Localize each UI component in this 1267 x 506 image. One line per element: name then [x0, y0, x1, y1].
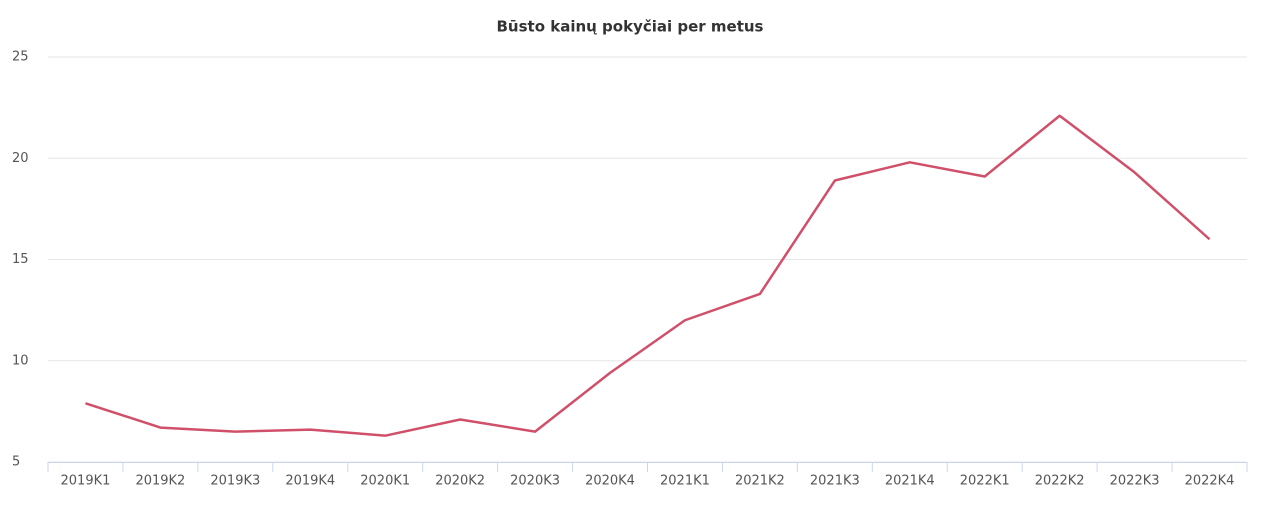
y-tick-label: 10 [12, 353, 29, 368]
x-tick-label: 2021K2 [735, 474, 785, 489]
x-tick-label: 2022K4 [1185, 474, 1235, 489]
x-tick-label: 2019K1 [61, 474, 111, 489]
x-tick-label: 2021K4 [885, 474, 935, 489]
y-tick-label: 20 [12, 151, 29, 166]
x-tick-label: 2020K4 [585, 474, 635, 489]
x-tick-label: 2022K1 [960, 474, 1010, 489]
y-tick-label: 5 [12, 455, 20, 470]
x-tick-label: 2021K3 [810, 474, 860, 489]
y-tick-label: 25 [12, 50, 29, 65]
x-tick-label: 2019K3 [210, 474, 260, 489]
x-tick-label: 2019K2 [135, 474, 185, 489]
x-tick-label: 2020K2 [435, 474, 485, 489]
line-series [85, 114, 1211, 437]
x-tick-label: 2019K4 [285, 474, 335, 489]
y-tick-label: 15 [12, 252, 29, 267]
x-tick-label: 2020K3 [510, 474, 560, 489]
x-tick-label: 2021K1 [660, 474, 710, 489]
x-tick-label: 2022K2 [1035, 474, 1085, 489]
x-tick-label: 2022K3 [1110, 474, 1160, 489]
x-tick-label: 2020K1 [360, 474, 410, 489]
chart-title: Būsto kainų pokyčiai per metus [497, 18, 764, 36]
